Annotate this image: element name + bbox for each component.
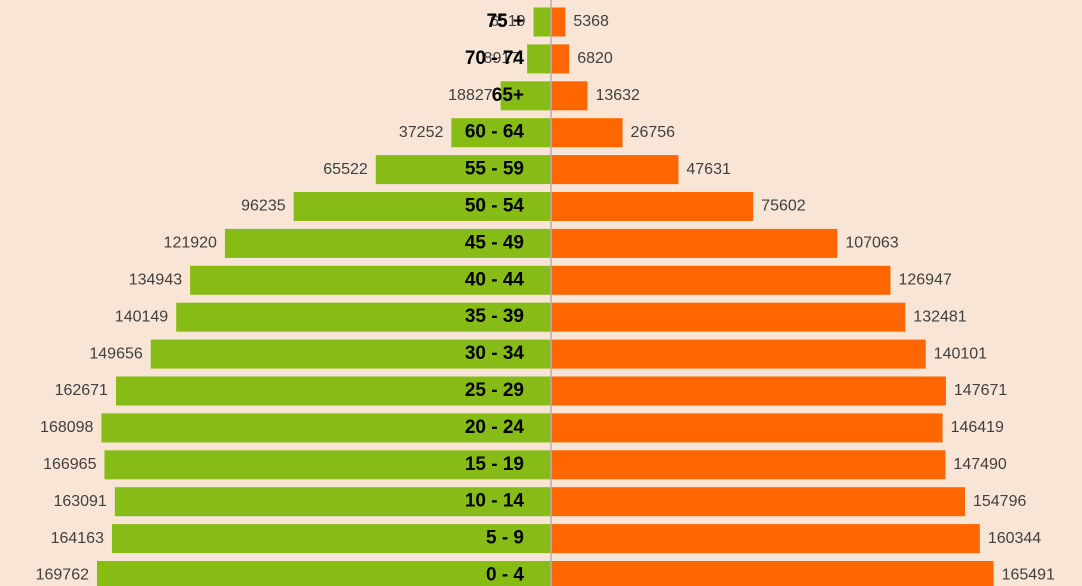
- bar: [551, 265, 891, 295]
- bar: [551, 561, 994, 586]
- value-label: 147490: [953, 456, 1006, 473]
- category-label: 55 - 59: [465, 159, 524, 180]
- value-label: 6519: [490, 13, 526, 30]
- bar: [551, 118, 623, 148]
- value-label: 13632: [595, 87, 640, 104]
- bar: [551, 44, 570, 74]
- bar: [551, 155, 679, 185]
- value-label: 166965: [43, 456, 96, 473]
- value-label: 18827: [448, 87, 493, 104]
- category-label: 50 - 54: [465, 196, 525, 217]
- bar: [150, 339, 551, 369]
- value-label: 149656: [89, 345, 142, 362]
- bar: [111, 524, 552, 554]
- bar: [551, 487, 965, 517]
- bar: [176, 302, 551, 332]
- bar: [114, 487, 552, 517]
- value-label: 8917: [484, 50, 520, 67]
- bar: [190, 265, 552, 295]
- value-label: 162671: [55, 382, 108, 399]
- value-label: 147671: [954, 382, 1007, 399]
- value-label: 164163: [51, 530, 104, 547]
- category-label: 5 - 9: [486, 528, 524, 549]
- value-label: 134943: [129, 272, 182, 289]
- value-label: 140101: [934, 345, 987, 362]
- value-label: 75602: [761, 198, 806, 215]
- category-label: 70 - 74: [465, 48, 525, 69]
- category-label: 40 - 44: [465, 269, 525, 290]
- bar: [551, 192, 754, 221]
- category-label: 20 - 24: [465, 417, 525, 438]
- bar: [551, 81, 588, 111]
- bar: [551, 7, 566, 37]
- value-label: 160344: [988, 530, 1041, 547]
- category-label: 30 - 34: [465, 343, 525, 364]
- bar: [97, 561, 551, 586]
- bar: [551, 450, 946, 480]
- bar: [551, 413, 943, 443]
- category-label: 0 - 4: [486, 565, 524, 586]
- bar: [527, 44, 551, 74]
- value-label: 107063: [845, 235, 898, 252]
- value-label: 26756: [631, 124, 676, 141]
- category-label: 75 +: [486, 11, 524, 32]
- category-label: 65+: [492, 85, 524, 106]
- value-label: 140149: [115, 308, 168, 325]
- value-label: 47631: [686, 161, 731, 178]
- value-label: 121920: [164, 235, 217, 252]
- bar: [551, 302, 906, 332]
- bar: [101, 413, 552, 443]
- category-label: 60 - 64: [465, 122, 525, 143]
- bar: [533, 7, 551, 37]
- value-label: 5368: [573, 13, 609, 30]
- bar: [551, 524, 980, 554]
- value-label: 37252: [399, 124, 444, 141]
- bar: [224, 228, 551, 258]
- value-label: 163091: [53, 493, 106, 510]
- value-label: 154796: [973, 493, 1026, 510]
- bar: [551, 376, 946, 406]
- value-label: 165491: [1002, 567, 1055, 584]
- bar: [551, 228, 838, 258]
- value-label: 168098: [40, 419, 93, 436]
- bar: [375, 155, 551, 185]
- bar: [104, 450, 552, 480]
- category-label: 15 - 19: [465, 454, 524, 475]
- value-label: 65522: [323, 161, 368, 178]
- bar: [451, 118, 551, 148]
- value-label: 132481: [913, 308, 966, 325]
- category-label: 25 - 29: [465, 380, 524, 401]
- value-label: 6820: [577, 50, 613, 67]
- value-label: 146419: [951, 419, 1004, 436]
- category-label: 10 - 14: [465, 491, 525, 512]
- category-label: 35 - 39: [465, 306, 524, 327]
- bar: [115, 376, 552, 406]
- value-label: 126947: [898, 272, 951, 289]
- value-label: 169762: [36, 567, 89, 584]
- value-label: 96235: [241, 198, 286, 215]
- bar: [293, 192, 551, 221]
- bar: [551, 339, 926, 369]
- category-label: 45 - 49: [465, 232, 524, 253]
- bar: [500, 81, 551, 111]
